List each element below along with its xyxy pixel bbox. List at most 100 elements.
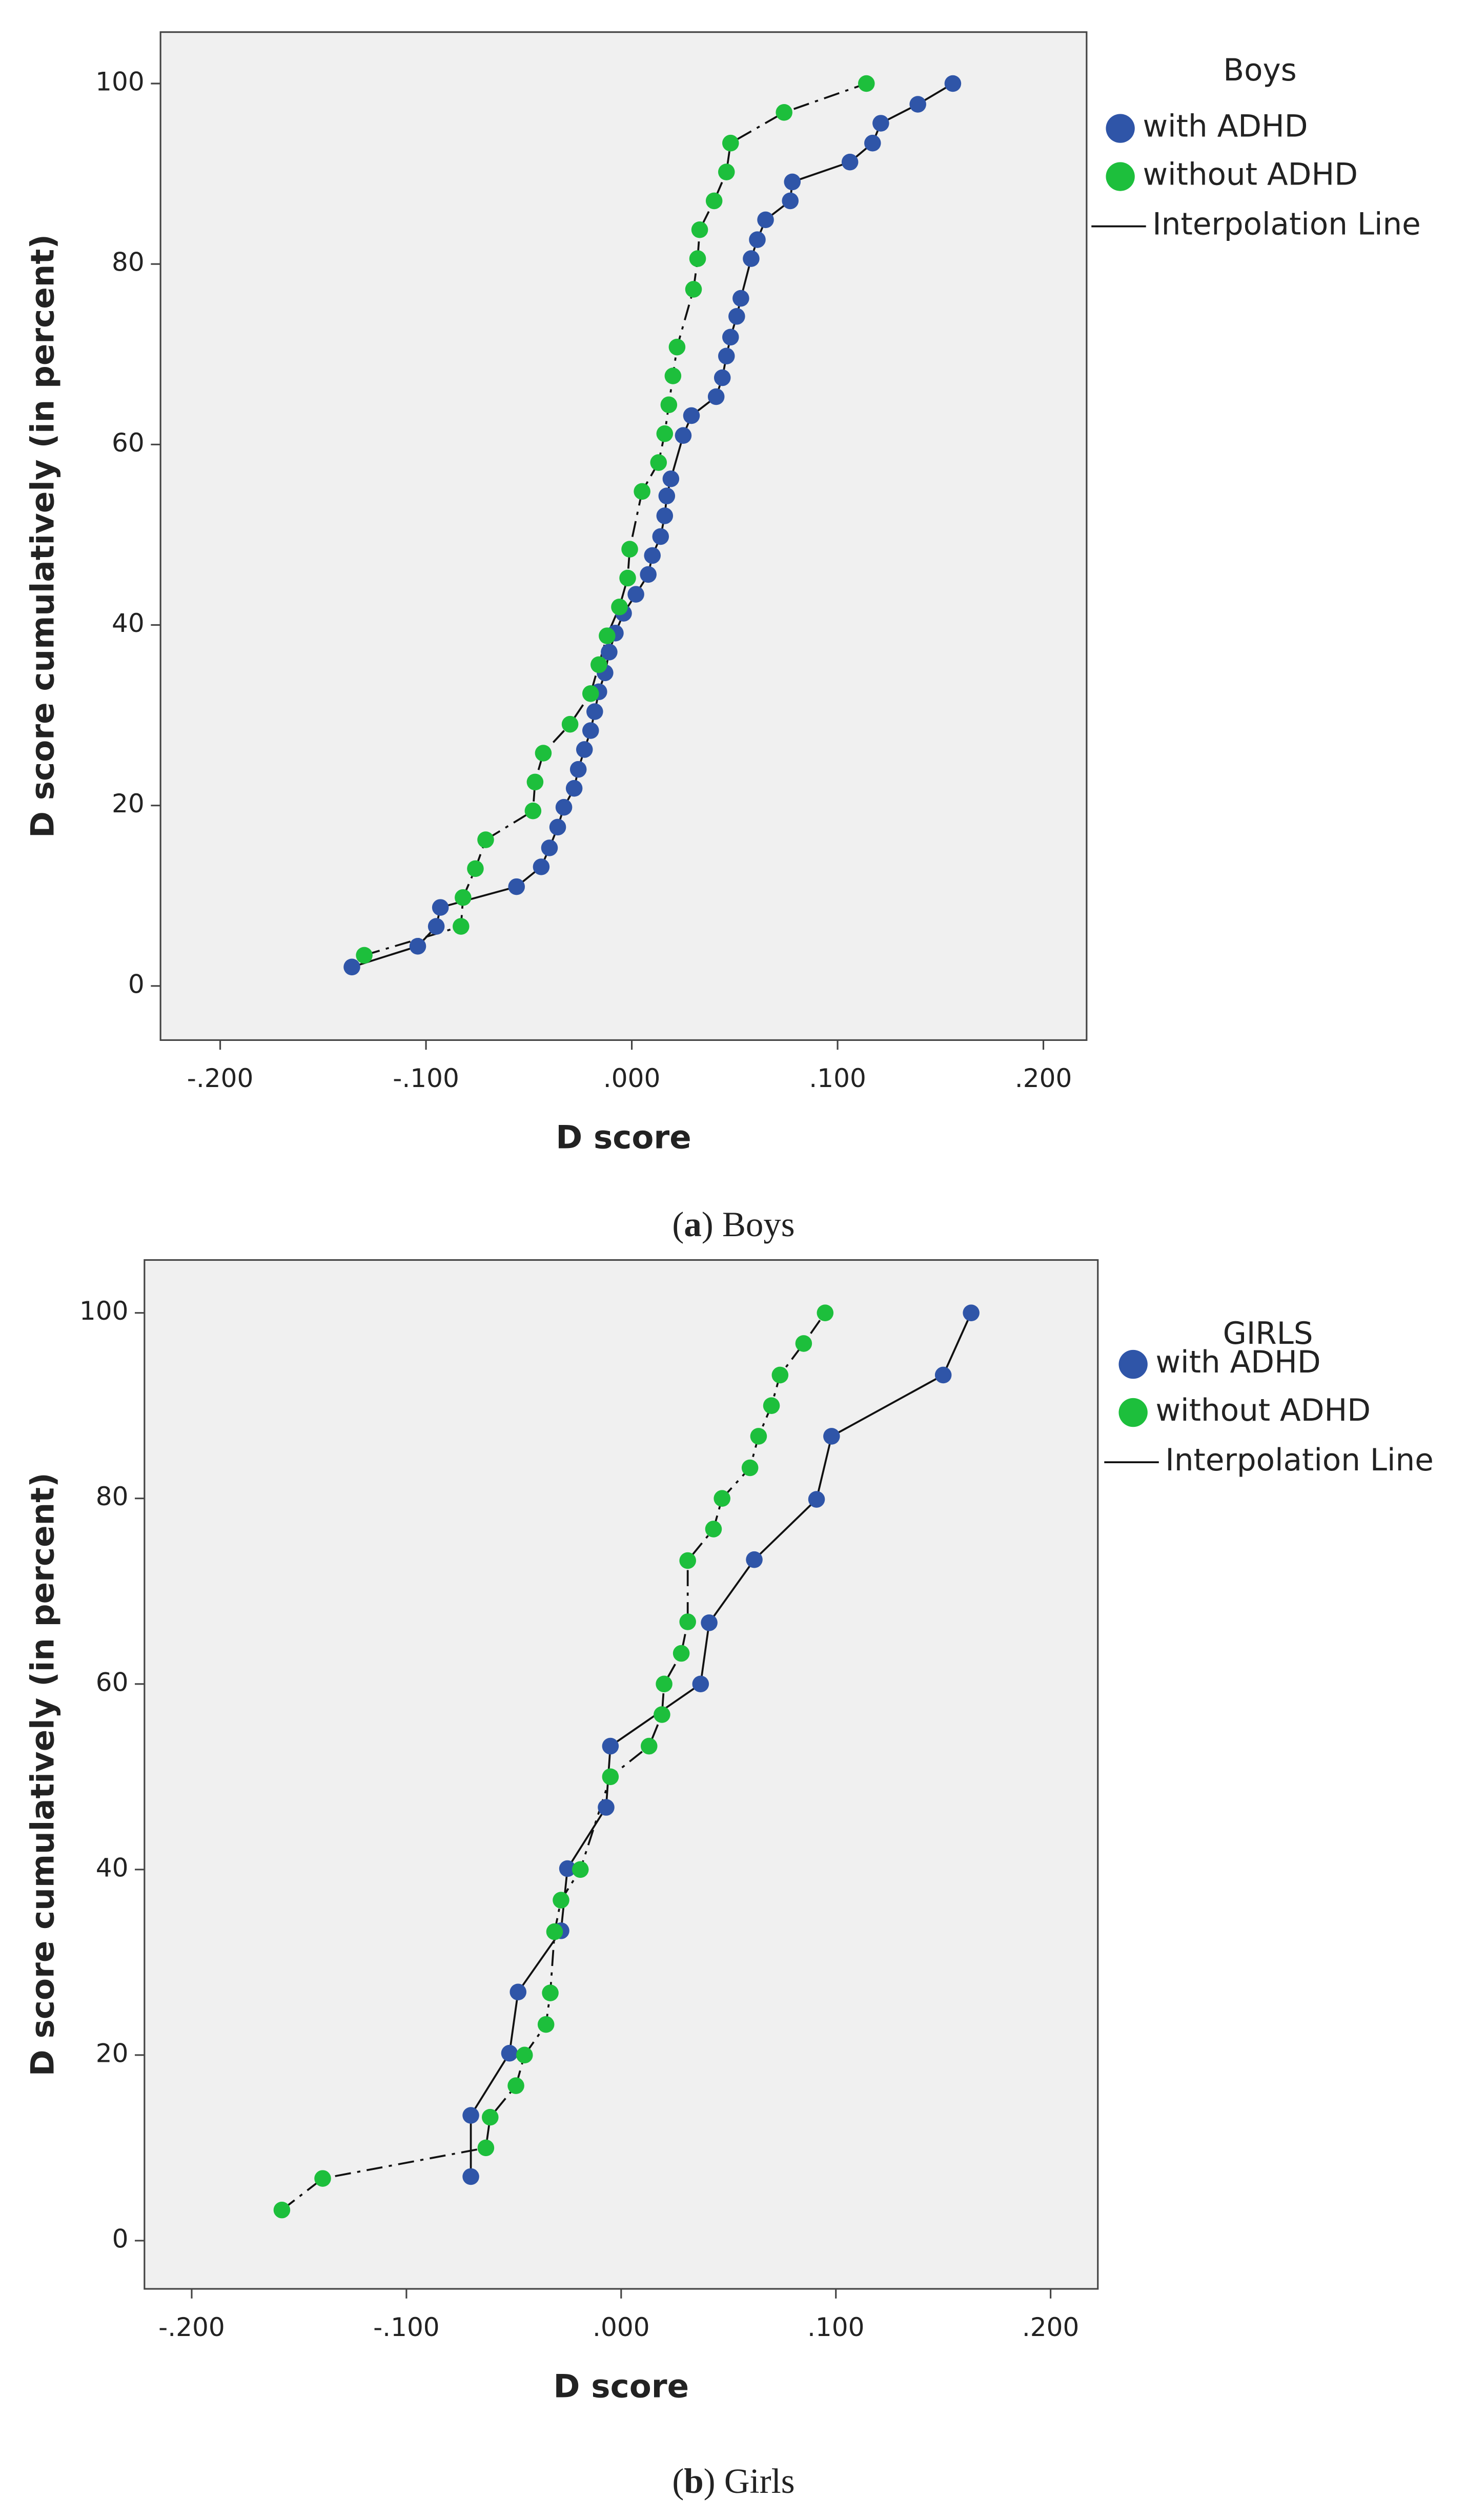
point bbox=[569, 761, 587, 778]
point bbox=[656, 507, 674, 524]
point bbox=[602, 1768, 619, 1786]
point bbox=[718, 163, 735, 180]
point bbox=[714, 1490, 730, 1507]
point bbox=[627, 586, 644, 603]
y-tick-label: 0 bbox=[128, 969, 145, 999]
point bbox=[662, 470, 680, 487]
point bbox=[673, 1645, 690, 1662]
point bbox=[455, 889, 472, 906]
point bbox=[601, 644, 618, 661]
y-axis-label: D score cumulatively (in percent) bbox=[24, 234, 62, 838]
point bbox=[526, 773, 544, 791]
legend-label: Interpolation Line bbox=[1165, 1443, 1434, 1478]
point bbox=[858, 75, 875, 92]
point bbox=[477, 831, 494, 848]
point bbox=[771, 1366, 789, 1384]
point bbox=[549, 818, 566, 836]
caption-part: ) bbox=[702, 1205, 714, 1244]
caption-part: Boys bbox=[714, 1205, 795, 1244]
point bbox=[944, 75, 962, 92]
point bbox=[467, 860, 484, 877]
point bbox=[817, 1304, 834, 1321]
point bbox=[535, 745, 552, 762]
point bbox=[757, 211, 774, 229]
point bbox=[743, 250, 760, 267]
y-tick-label: 80 bbox=[112, 247, 145, 277]
point bbox=[599, 627, 616, 644]
point bbox=[510, 1983, 527, 2001]
point bbox=[524, 802, 542, 819]
point bbox=[808, 1491, 825, 1508]
point bbox=[732, 290, 749, 307]
point bbox=[462, 2107, 479, 2124]
plot-area bbox=[159, 31, 1088, 1041]
plot-area bbox=[144, 1259, 1099, 2290]
point bbox=[507, 2077, 524, 2094]
point bbox=[658, 487, 676, 504]
point bbox=[963, 1304, 980, 1321]
point bbox=[689, 250, 706, 267]
point bbox=[602, 1737, 619, 1755]
interpolation-line bbox=[364, 83, 867, 956]
point bbox=[909, 96, 926, 113]
point bbox=[722, 329, 739, 346]
point bbox=[784, 173, 801, 191]
point bbox=[679, 1552, 696, 1569]
point bbox=[611, 598, 628, 616]
point bbox=[679, 1613, 696, 1630]
point bbox=[598, 1799, 615, 1816]
legend-label: without ADHD bbox=[1143, 157, 1358, 193]
point bbox=[343, 958, 360, 976]
point bbox=[640, 566, 657, 583]
point bbox=[619, 569, 636, 587]
point bbox=[409, 938, 426, 955]
point bbox=[722, 134, 739, 152]
point bbox=[477, 2139, 495, 2157]
point bbox=[546, 1923, 563, 1940]
x-tick-label: -.100 bbox=[373, 2312, 440, 2342]
point bbox=[705, 1521, 722, 1538]
caption: (b) Girls bbox=[672, 2462, 794, 2501]
point bbox=[586, 703, 603, 720]
point bbox=[590, 656, 607, 673]
point bbox=[541, 839, 558, 856]
legend-marker bbox=[1106, 162, 1135, 191]
point bbox=[481, 2108, 499, 2126]
x-tick-label: -.200 bbox=[187, 1063, 254, 1093]
point bbox=[750, 1428, 767, 1445]
point bbox=[746, 1551, 763, 1568]
y-tick-label: 40 bbox=[96, 1852, 129, 1882]
x-tick-label: -.200 bbox=[158, 2312, 225, 2342]
y-tick-label: 20 bbox=[112, 788, 145, 818]
y-tick-label: 100 bbox=[95, 66, 145, 96]
x-axis-label: D score bbox=[554, 2367, 689, 2405]
legend-label: with ADHD bbox=[1143, 109, 1308, 145]
point bbox=[656, 425, 674, 442]
y-tick-label: 60 bbox=[96, 1667, 129, 1697]
point bbox=[864, 134, 881, 152]
point bbox=[660, 396, 678, 414]
point bbox=[741, 1459, 759, 1477]
point bbox=[501, 2044, 518, 2062]
caption-part: Girls bbox=[716, 2462, 795, 2501]
point bbox=[718, 347, 735, 365]
point bbox=[356, 947, 373, 964]
point bbox=[728, 308, 745, 325]
point bbox=[664, 367, 682, 384]
point bbox=[576, 741, 593, 758]
y-tick-label: 100 bbox=[79, 1296, 129, 1326]
point bbox=[652, 528, 669, 545]
point bbox=[841, 153, 859, 171]
point bbox=[432, 899, 449, 916]
point bbox=[582, 722, 599, 739]
point bbox=[872, 115, 889, 132]
point bbox=[714, 369, 731, 386]
legend-label: with ADHD bbox=[1156, 1345, 1321, 1380]
point bbox=[640, 1737, 658, 1755]
point bbox=[934, 1366, 952, 1384]
point bbox=[533, 858, 550, 875]
legend-marker bbox=[1118, 1398, 1148, 1427]
point bbox=[795, 1335, 812, 1352]
point bbox=[644, 547, 661, 564]
